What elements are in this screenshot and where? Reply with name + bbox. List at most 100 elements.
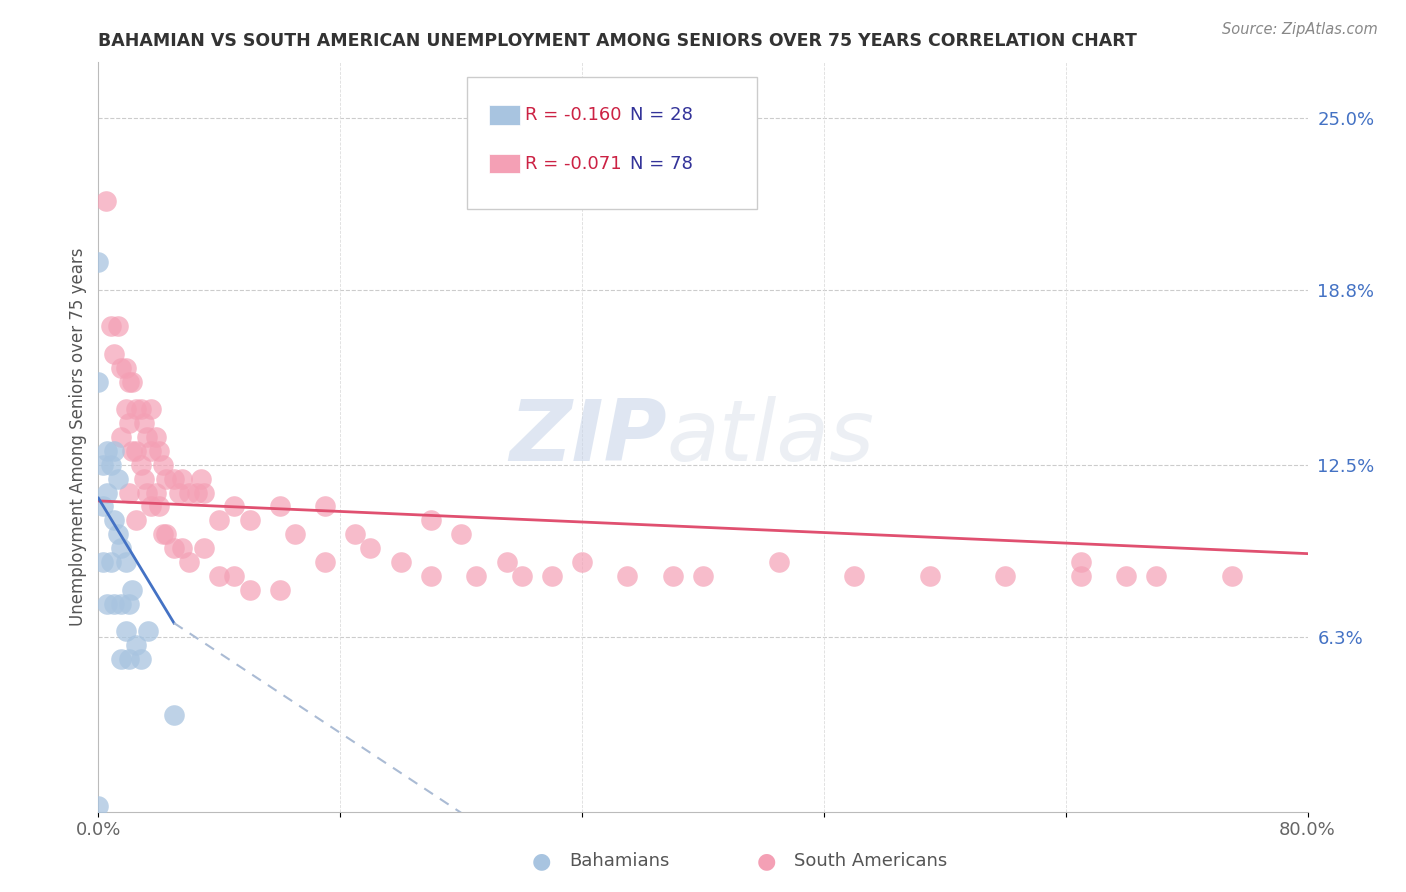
Point <box>129 458 152 472</box>
Point <box>125 402 148 417</box>
Text: R = -0.071: R = -0.071 <box>526 154 621 172</box>
Point <box>450 527 472 541</box>
Point <box>129 652 152 666</box>
Point <box>91 458 114 472</box>
FancyBboxPatch shape <box>489 105 520 125</box>
Point <box>420 569 443 583</box>
Point <box>1144 569 1167 583</box>
Point <box>208 569 231 583</box>
Point <box>148 444 170 458</box>
Point <box>118 485 141 500</box>
Point <box>145 485 167 500</box>
Point <box>132 416 155 430</box>
Text: Bahamians: Bahamians <box>569 852 669 870</box>
Point <box>118 652 141 666</box>
Point <box>918 569 941 583</box>
Point <box>284 527 307 541</box>
Point <box>121 444 143 458</box>
Point <box>129 402 152 417</box>
FancyBboxPatch shape <box>467 78 758 209</box>
Point <box>125 444 148 458</box>
Point <box>1115 569 1137 583</box>
Point <box>844 569 866 583</box>
Point <box>239 513 262 527</box>
Point <box>1070 555 1092 569</box>
Point <box>155 472 177 486</box>
Point <box>96 485 118 500</box>
Text: South Americans: South Americans <box>794 852 948 870</box>
Point <box>141 444 163 458</box>
Point <box>141 500 163 514</box>
Point <box>100 555 122 569</box>
Point <box>110 652 132 666</box>
Point <box>136 624 159 639</box>
Point <box>190 472 212 486</box>
Point <box>224 569 246 583</box>
Point <box>239 582 262 597</box>
Point <box>661 569 683 583</box>
Point <box>103 347 125 361</box>
Point <box>91 500 114 514</box>
Point <box>103 444 125 458</box>
Point <box>135 485 157 500</box>
Point <box>118 375 141 389</box>
Point <box>96 444 118 458</box>
Point <box>186 485 208 500</box>
Point <box>141 402 163 417</box>
Point <box>103 513 125 527</box>
Point <box>114 402 136 417</box>
Point <box>193 485 215 500</box>
Text: atlas: atlas <box>666 395 875 479</box>
Text: N = 28: N = 28 <box>630 106 693 124</box>
Point <box>87 255 110 269</box>
Point <box>87 799 110 814</box>
Point <box>110 597 132 611</box>
Point <box>269 582 291 597</box>
Point <box>994 569 1017 583</box>
Text: ●: ● <box>531 851 551 871</box>
Text: R = -0.160: R = -0.160 <box>526 106 621 124</box>
Point <box>148 500 170 514</box>
Point <box>110 430 132 444</box>
Point <box>179 485 201 500</box>
Point <box>179 555 201 569</box>
Point <box>152 458 174 472</box>
Point <box>118 416 141 430</box>
Point <box>145 430 167 444</box>
Text: N = 78: N = 78 <box>630 154 693 172</box>
Point <box>193 541 215 555</box>
Point <box>103 597 125 611</box>
Point <box>389 555 412 569</box>
Point <box>96 597 118 611</box>
Point <box>121 375 143 389</box>
Point <box>768 555 790 569</box>
Point <box>91 555 114 569</box>
Point <box>344 527 367 541</box>
Point <box>692 569 714 583</box>
Text: ZIP: ZIP <box>509 395 666 479</box>
Point <box>167 485 190 500</box>
Point <box>1070 569 1092 583</box>
Point <box>100 458 122 472</box>
Point <box>420 513 443 527</box>
Point <box>1220 569 1243 583</box>
Point <box>224 500 246 514</box>
Point <box>163 472 186 486</box>
Point <box>314 500 336 514</box>
Point <box>208 513 231 527</box>
Point <box>87 375 110 389</box>
Point <box>107 527 129 541</box>
Point <box>510 569 533 583</box>
Point <box>571 555 593 569</box>
Text: BAHAMIAN VS SOUTH AMERICAN UNEMPLOYMENT AMONG SENIORS OVER 75 YEARS CORRELATION : BAHAMIAN VS SOUTH AMERICAN UNEMPLOYMENT … <box>98 32 1137 50</box>
Point <box>107 472 129 486</box>
Point <box>114 360 136 375</box>
Point <box>118 597 141 611</box>
Point <box>540 569 562 583</box>
Point <box>163 541 186 555</box>
Point <box>155 527 177 541</box>
Point <box>170 472 193 486</box>
Point <box>465 569 488 583</box>
Point <box>495 555 517 569</box>
Text: Source: ZipAtlas.com: Source: ZipAtlas.com <box>1222 22 1378 37</box>
